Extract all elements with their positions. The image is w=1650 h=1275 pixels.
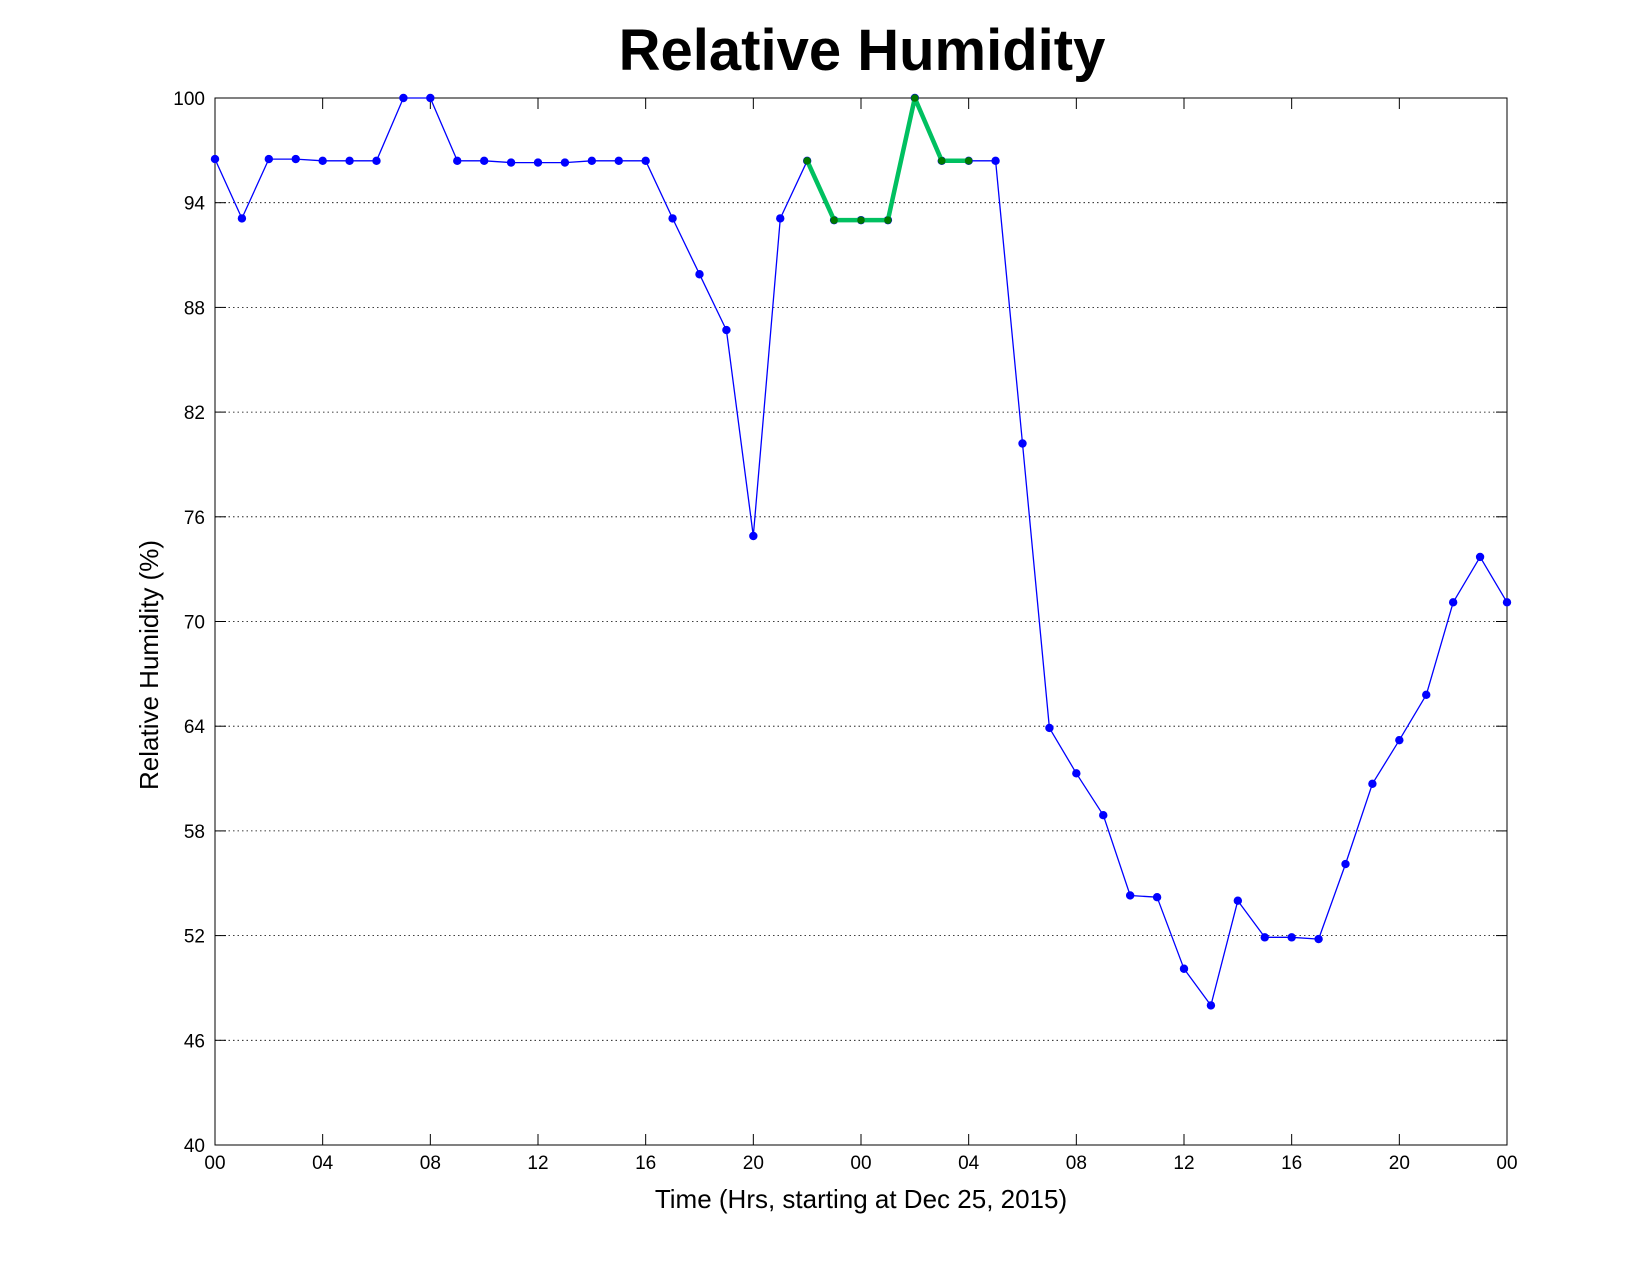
humidity-point bbox=[1179, 964, 1189, 973]
highlight-point bbox=[911, 94, 919, 102]
humidity-point bbox=[560, 158, 570, 167]
x-axis-label: Time (Hrs, starting at Dec 25, 2015) bbox=[655, 1184, 1067, 1214]
humidity-point bbox=[479, 156, 489, 166]
highlight-point bbox=[884, 216, 892, 224]
humidity-point bbox=[991, 156, 1000, 166]
humidity-point bbox=[1368, 779, 1377, 788]
y-tick-label: 100 bbox=[173, 89, 205, 110]
x-tick-label: 20 bbox=[1389, 1153, 1410, 1174]
highlight-point bbox=[964, 157, 973, 165]
humidity-point bbox=[533, 158, 543, 167]
chart-title: Relative Humidity bbox=[619, 18, 1106, 83]
y-tick-label: 46 bbox=[184, 1031, 205, 1052]
x-tick-label: 16 bbox=[635, 1153, 656, 1174]
humidity-point bbox=[1072, 769, 1081, 778]
humidity-point bbox=[1287, 933, 1296, 942]
humidity-point bbox=[399, 93, 408, 103]
humidity-point bbox=[264, 154, 274, 164]
y-tick-label: 94 bbox=[184, 194, 206, 215]
humidity-point bbox=[1099, 810, 1108, 820]
humidity-point bbox=[614, 156, 623, 166]
y-tick-label: 58 bbox=[184, 822, 205, 843]
y-tick-label: 64 bbox=[184, 717, 206, 738]
y-axis-label: Relative Humidity (%) bbox=[134, 540, 164, 790]
humidity-point bbox=[1422, 690, 1431, 699]
x-tick-label: 00 bbox=[1496, 1153, 1517, 1174]
highlight-point bbox=[830, 216, 838, 224]
humidity-point bbox=[668, 214, 677, 223]
humidity-point bbox=[776, 214, 785, 223]
humidity-point bbox=[1475, 552, 1485, 562]
humidity-point bbox=[291, 154, 300, 164]
highlight-point bbox=[937, 157, 946, 165]
x-tick-label: 04 bbox=[958, 1153, 980, 1174]
axis-ticks: 40 46 52 58 64 70 76 82 88 94 100 00 04 08 12 16 20 00 04 0… bbox=[173, 89, 1517, 1174]
humidity-point bbox=[1152, 893, 1162, 902]
humidity-point bbox=[1395, 735, 1404, 745]
humidity-point bbox=[1502, 598, 1512, 607]
humidity-point bbox=[1045, 723, 1054, 733]
y-tick-label: 70 bbox=[184, 613, 205, 634]
data-series bbox=[210, 93, 1512, 1010]
humidity-point bbox=[1260, 933, 1269, 942]
humidity-point bbox=[641, 156, 650, 166]
highlight-series bbox=[803, 94, 973, 224]
x-tick-label: 04 bbox=[312, 1153, 334, 1174]
x-tick-label: 08 bbox=[1066, 1153, 1087, 1174]
y-tick-label: 76 bbox=[184, 508, 205, 529]
humidity-point bbox=[345, 156, 354, 166]
y-tick-label: 88 bbox=[184, 298, 205, 319]
y-tick-label: 82 bbox=[184, 403, 205, 424]
humidity-point bbox=[722, 325, 731, 335]
humidity-point bbox=[749, 531, 758, 541]
humidity-point bbox=[210, 154, 220, 164]
humidity-point bbox=[1341, 859, 1350, 869]
humidity-point bbox=[506, 158, 516, 167]
humidity-point bbox=[237, 214, 247, 223]
humidity-point bbox=[695, 270, 704, 279]
highlight-point bbox=[857, 216, 865, 224]
humidity-point bbox=[1314, 934, 1323, 944]
x-tick-label: 08 bbox=[420, 1153, 441, 1174]
x-tick-label: 12 bbox=[1173, 1153, 1194, 1174]
humidity-point bbox=[318, 156, 327, 166]
x-tick-label: 12 bbox=[527, 1153, 548, 1174]
humidity-point bbox=[587, 156, 597, 166]
humidity-point bbox=[1125, 891, 1135, 900]
x-tick-label: 00 bbox=[850, 1153, 871, 1174]
highlight-point bbox=[803, 157, 811, 165]
humidity-point bbox=[453, 156, 462, 166]
humidity-point bbox=[1018, 439, 1027, 448]
x-tick-label: 00 bbox=[204, 1153, 225, 1174]
humidity-point bbox=[372, 156, 381, 166]
x-tick-label: 16 bbox=[1281, 1153, 1302, 1174]
y-tick-label: 40 bbox=[184, 1136, 205, 1157]
humidity-point bbox=[1448, 598, 1458, 607]
humidity-point bbox=[426, 93, 435, 103]
humidity-point bbox=[1233, 896, 1243, 905]
y-tick-label: 52 bbox=[184, 927, 205, 948]
humidity-point bbox=[1206, 1001, 1216, 1010]
x-tick-label: 20 bbox=[743, 1153, 764, 1174]
